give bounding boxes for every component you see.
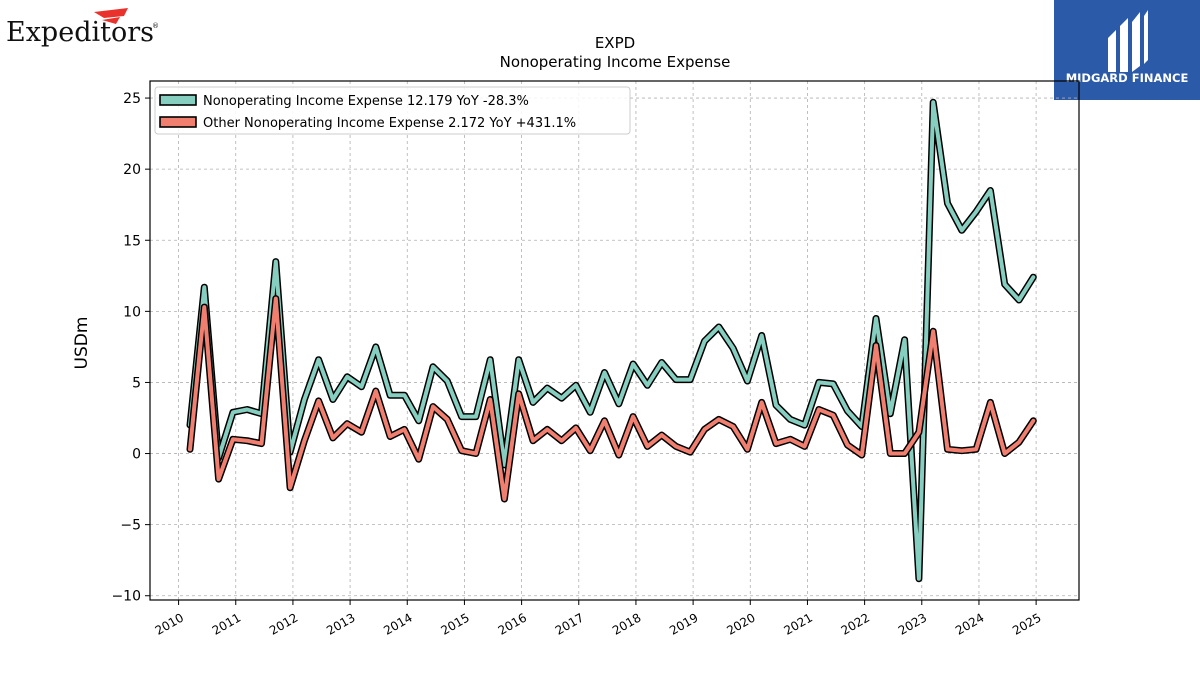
y-tick-label: 25 [123, 91, 141, 107]
legend-label: Nonoperating Income Expense 12.179 YoY -… [203, 94, 529, 109]
x-tick-label: 2021 [781, 610, 814, 637]
y-tick-label: 10 [123, 304, 141, 320]
x-tick-label: 2019 [667, 610, 700, 637]
plot-frame [149, 80, 1080, 601]
x-tick-label: 2015 [438, 610, 471, 637]
legend-label: Other Nonoperating Income Expense 2.172 … [203, 116, 576, 131]
y-tick-label: 20 [123, 162, 141, 178]
legend: Nonoperating Income Expense 12.179 YoY -… [154, 86, 631, 135]
x-tick-label: 2013 [324, 610, 357, 637]
x-tick-label: 2022 [839, 610, 872, 637]
series-outline [186, 98, 1037, 583]
series-line [188, 296, 1036, 501]
chart-subtitle: Nonoperating Income Expense [500, 53, 731, 71]
x-tick-label: 2017 [553, 610, 586, 637]
plot-lines [186, 98, 1037, 583]
x-tick-label: 2024 [953, 610, 986, 637]
x-tick-label: 2011 [210, 610, 243, 637]
midgard-finance-logo: MIDGARD FINANCE [1054, 0, 1200, 100]
legend-box [154, 86, 631, 135]
legend-swatch [159, 94, 197, 106]
registered-mark: ® [152, 22, 159, 30]
y-tick-label: −10 [111, 589, 141, 605]
x-tick-label: 2012 [267, 610, 300, 637]
y-tick-label: 15 [123, 233, 141, 249]
chart-title: EXPD [595, 34, 635, 52]
legend-swatch [159, 116, 197, 128]
midgard-finance-text: MIDGARD FINANCE [1066, 71, 1189, 85]
y-tick-label: 5 [132, 375, 141, 391]
expeditors-logo: Expeditors ® [6, 4, 166, 54]
series-line [188, 100, 1036, 581]
y-axis-label: USDm [72, 317, 92, 370]
x-tick-label: 2025 [1010, 610, 1043, 637]
x-tick-label: 2010 [153, 610, 186, 637]
y-tick-label: 0 [132, 447, 141, 463]
y-tick-label: −5 [120, 518, 141, 534]
x-tick-label: 2018 [610, 610, 643, 637]
x-tick-label: 2023 [896, 610, 929, 637]
x-tick-label: 2014 [381, 610, 414, 637]
expeditors-logo-mark [94, 8, 128, 24]
x-tick-label: 2020 [724, 610, 757, 637]
midgard-emblem-icon [1108, 10, 1148, 72]
expeditors-logo-text: Expeditors [6, 17, 154, 48]
x-tick-label: 2016 [496, 610, 529, 637]
